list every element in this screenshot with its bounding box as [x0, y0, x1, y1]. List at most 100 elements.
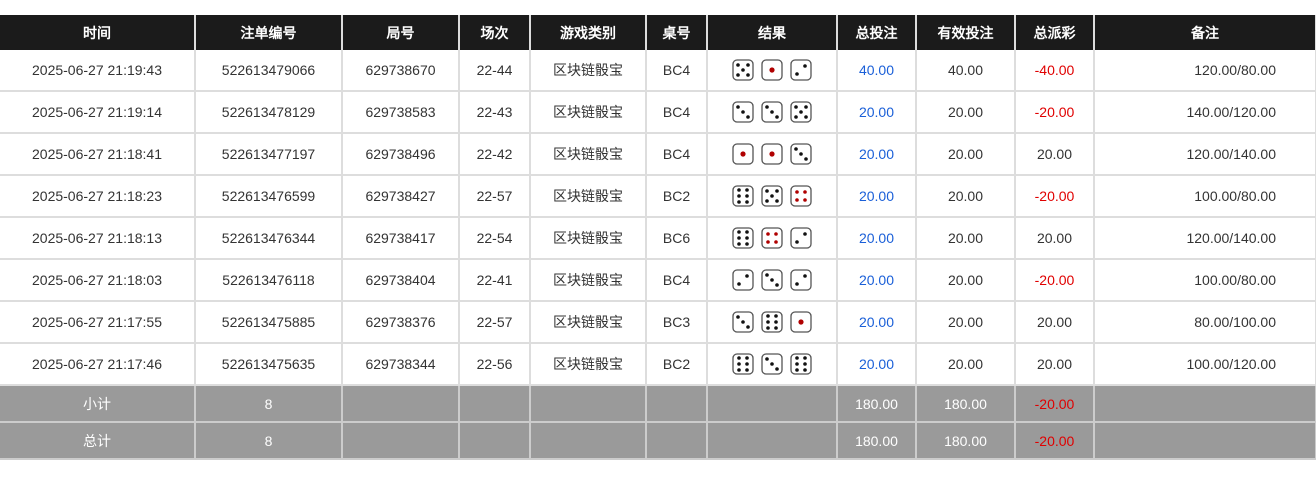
dice-result [732, 185, 812, 207]
header-payout: 总派彩 [1015, 15, 1095, 50]
subtotal-row-valid-bet: 180.00 [916, 385, 1016, 423]
cell-round: 629738344 [342, 343, 460, 386]
cell-result [707, 175, 838, 218]
header-row: 时间 注单编号 局号 场次 游戏类别 桌号 结果 总投注 有效投注 总派彩 备注 [0, 15, 1316, 50]
die-6-icon [732, 353, 754, 375]
cell-payout: 20.00 [1015, 133, 1095, 176]
cell-payout: 20.00 [1015, 217, 1095, 260]
cell-session: 22-54 [459, 217, 531, 260]
subtotal-row-session [459, 385, 531, 423]
dice-result [732, 227, 812, 249]
die-3-icon [761, 353, 783, 375]
cell-game-type: 区块链骰宝 [530, 343, 647, 386]
cell-table-no: BC6 [646, 217, 708, 260]
table-row: 2025-06-27 21:17:46 522613475635 629738344… [0, 343, 1316, 386]
cell-game-type: 区块链骰宝 [530, 50, 647, 92]
subtotal-row-payout: -20.00 [1015, 385, 1095, 423]
cell-session: 22-57 [459, 175, 531, 218]
grand-total-row: 总计 8 180.00 180.00 -20.00 [0, 422, 1316, 460]
die-5-icon [790, 101, 812, 123]
cell-time: 2025-06-27 21:17:46 [0, 343, 196, 386]
cell-result [707, 217, 838, 260]
die-6-icon [732, 227, 754, 249]
cell-session: 22-44 [459, 50, 531, 92]
cell-note: 100.00/120.00 [1094, 343, 1316, 386]
subtotal-row-total-bet: 180.00 [837, 385, 917, 423]
cell-payout: 20.00 [1015, 343, 1095, 386]
header-game-type: 游戏类别 [530, 15, 647, 50]
grand-total-row-game-type [530, 422, 647, 460]
cell-valid-bet: 20.00 [916, 301, 1016, 344]
cell-bet-id: 522613476599 [195, 175, 343, 218]
cell-bet-id: 522613475635 [195, 343, 343, 386]
dice-result [732, 101, 812, 123]
die-6-icon [732, 185, 754, 207]
subtotal-row-round [342, 385, 460, 423]
table-row: 2025-06-27 21:19:14 522613478129 629738583… [0, 91, 1316, 134]
die-2-icon [790, 227, 812, 249]
header-time: 时间 [0, 15, 196, 50]
cell-time: 2025-06-27 21:19:43 [0, 50, 196, 92]
die-1-icon [761, 59, 783, 81]
cell-round: 629738376 [342, 301, 460, 344]
cell-time: 2025-06-27 21:18:03 [0, 259, 196, 302]
table-row: 2025-06-27 21:18:13 522613476344 629738417… [0, 217, 1316, 260]
subtotal-row-game-type [530, 385, 647, 423]
cell-session: 22-42 [459, 133, 531, 176]
cell-payout: 20.00 [1015, 301, 1095, 344]
cell-total-bet: 20.00 [837, 343, 917, 386]
die-1-icon [732, 143, 754, 165]
cell-bet-id: 522613476118 [195, 259, 343, 302]
subtotal-row-table-no [646, 385, 708, 423]
cell-round: 629738417 [342, 217, 460, 260]
cell-round: 629738670 [342, 50, 460, 92]
grand-total-row-note [1094, 422, 1316, 460]
header-valid-bet: 有效投注 [916, 15, 1016, 50]
cell-note: 120.00/140.00 [1094, 217, 1316, 260]
cell-session: 22-43 [459, 91, 531, 134]
cell-payout: -20.00 [1015, 259, 1095, 302]
die-3-icon [732, 101, 754, 123]
cell-result [707, 50, 838, 92]
cell-time: 2025-06-27 21:18:23 [0, 175, 196, 218]
header-table-no: 桌号 [646, 15, 708, 50]
cell-valid-bet: 20.00 [916, 259, 1016, 302]
cell-time: 2025-06-27 21:18:41 [0, 133, 196, 176]
cell-time: 2025-06-27 21:17:55 [0, 301, 196, 344]
cell-total-bet: 20.00 [837, 301, 917, 344]
die-3-icon [761, 101, 783, 123]
cell-session: 22-57 [459, 301, 531, 344]
header-session: 场次 [459, 15, 531, 50]
table-row: 2025-06-27 21:17:55 522613475885 629738376… [0, 301, 1316, 344]
cell-bet-id: 522613479066 [195, 50, 343, 92]
die-3-icon [732, 311, 754, 333]
header-round: 局号 [342, 15, 460, 50]
die-2-icon [732, 269, 754, 291]
cell-round: 629738427 [342, 175, 460, 218]
cell-note: 100.00/80.00 [1094, 259, 1316, 302]
subtotal-row-time: 小计 [0, 385, 196, 423]
table-row: 2025-06-27 21:19:43 522613479066 629738670… [0, 50, 1316, 92]
grand-total-row-payout: -20.00 [1015, 422, 1095, 460]
bet-records-table: 时间 注单编号 局号 场次 游戏类别 桌号 结果 总投注 有效投注 总派彩 备注 2025-06-2… [0, 15, 1316, 460]
cell-round: 629738583 [342, 91, 460, 134]
cell-note: 120.00/140.00 [1094, 133, 1316, 176]
cell-round: 629738404 [342, 259, 460, 302]
cell-session: 22-41 [459, 259, 531, 302]
cell-payout: -20.00 [1015, 175, 1095, 218]
header-result: 结果 [707, 15, 838, 50]
table-row: 2025-06-27 21:18:03 522613476118 629738404… [0, 259, 1316, 302]
cell-table-no: BC4 [646, 50, 708, 92]
dice-result [732, 311, 812, 333]
dice-result [732, 353, 812, 375]
die-4-icon [761, 227, 783, 249]
cell-bet-id: 522613477197 [195, 133, 343, 176]
cell-game-type: 区块链骰宝 [530, 259, 647, 302]
cell-total-bet: 20.00 [837, 259, 917, 302]
cell-result [707, 343, 838, 386]
cell-note: 120.00/80.00 [1094, 50, 1316, 92]
cell-game-type: 区块链骰宝 [530, 217, 647, 260]
die-6-icon [761, 311, 783, 333]
subtotal-row-bet-id: 8 [195, 385, 343, 423]
table-row: 2025-06-27 21:18:23 522613476599 629738427… [0, 175, 1316, 218]
